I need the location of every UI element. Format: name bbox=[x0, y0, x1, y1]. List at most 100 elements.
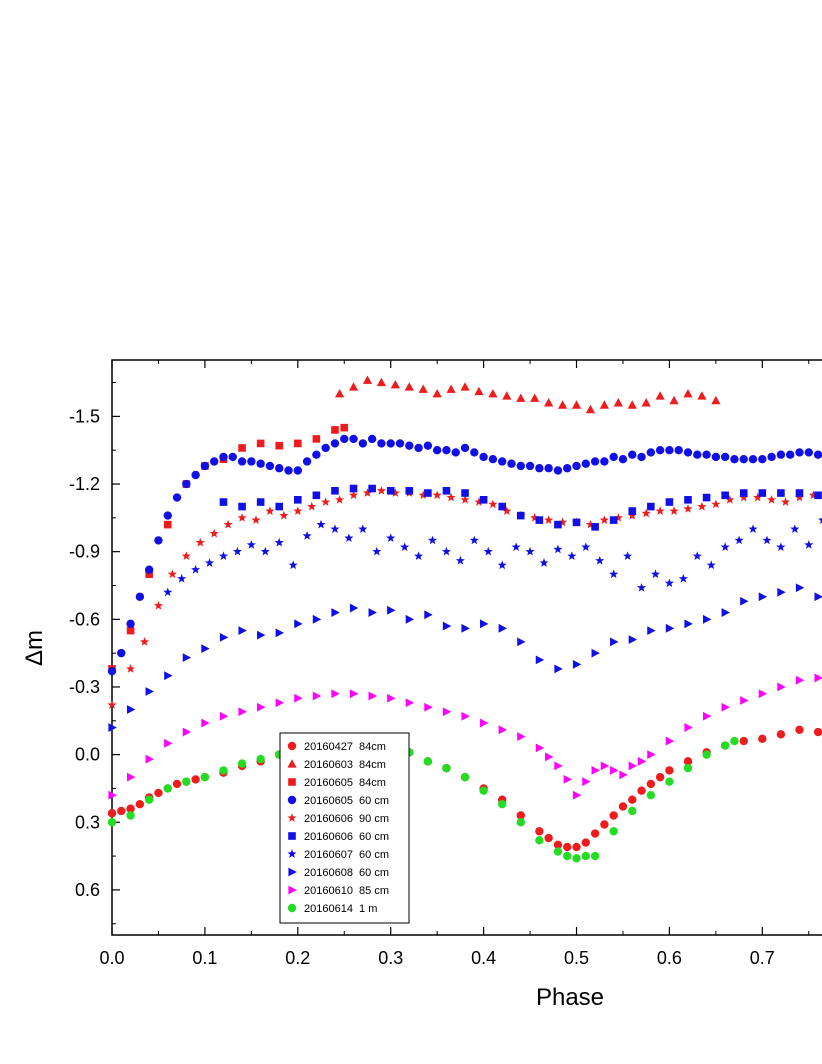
x-tick-label: 0.1 bbox=[192, 948, 217, 968]
series-6 bbox=[163, 517, 822, 597]
data-point bbox=[167, 569, 177, 579]
data-point bbox=[683, 763, 693, 773]
data-point bbox=[461, 623, 470, 633]
data-point bbox=[780, 497, 791, 506]
data-point bbox=[554, 761, 563, 771]
data-point bbox=[544, 515, 554, 524]
data-point bbox=[200, 461, 210, 471]
data-point bbox=[609, 569, 619, 579]
data-point bbox=[808, 490, 818, 500]
data-point bbox=[572, 842, 581, 852]
data-point bbox=[386, 486, 395, 495]
data-point bbox=[647, 750, 656, 760]
legend-marker bbox=[288, 832, 296, 840]
data-point bbox=[813, 450, 822, 459]
data-point bbox=[711, 452, 721, 462]
data-point bbox=[641, 398, 651, 407]
data-point bbox=[348, 490, 359, 500]
data-point bbox=[720, 452, 730, 462]
data-point bbox=[813, 727, 822, 737]
data-point bbox=[358, 439, 368, 448]
data-point bbox=[516, 511, 525, 520]
data-point bbox=[451, 448, 460, 457]
data-point bbox=[358, 524, 368, 533]
data-point bbox=[585, 519, 596, 529]
data-point bbox=[646, 790, 656, 800]
data-point bbox=[237, 513, 247, 522]
data-point bbox=[535, 836, 544, 845]
data-point bbox=[340, 434, 349, 444]
x-axis-title: Phase bbox=[536, 984, 604, 1011]
data-point bbox=[204, 558, 215, 567]
data-point bbox=[368, 691, 377, 701]
data-point bbox=[488, 499, 498, 509]
data-point bbox=[619, 770, 628, 780]
data-point bbox=[294, 693, 303, 703]
data-point bbox=[251, 515, 261, 524]
data-point bbox=[535, 655, 545, 665]
data-point bbox=[758, 455, 767, 464]
legend-marker bbox=[287, 849, 297, 858]
data-point bbox=[758, 592, 768, 602]
data-point bbox=[331, 608, 340, 617]
data-point bbox=[246, 540, 256, 549]
plot-frame bbox=[111, 359, 822, 936]
data-point bbox=[335, 495, 345, 504]
data-point bbox=[767, 452, 776, 462]
data-point bbox=[795, 725, 804, 735]
data-point bbox=[530, 513, 540, 522]
data-point bbox=[563, 851, 572, 861]
data-point bbox=[163, 511, 172, 520]
data-point bbox=[312, 450, 321, 459]
data-point bbox=[740, 596, 749, 606]
data-point bbox=[655, 445, 665, 455]
data-point bbox=[479, 452, 488, 462]
data-point bbox=[405, 486, 414, 495]
data-point bbox=[553, 466, 563, 475]
data-point bbox=[256, 439, 265, 448]
legend-marker bbox=[288, 885, 297, 895]
y-tick-label: 0.3 bbox=[75, 812, 100, 832]
data-point bbox=[414, 551, 424, 561]
data-point bbox=[553, 544, 563, 554]
data-point bbox=[257, 630, 266, 640]
data-point bbox=[177, 573, 187, 583]
data-point bbox=[683, 504, 693, 513]
data-point bbox=[257, 702, 266, 712]
data-point bbox=[507, 459, 516, 468]
data-point bbox=[702, 450, 711, 459]
data-point bbox=[126, 804, 135, 813]
data-point bbox=[219, 711, 229, 721]
data-point bbox=[702, 493, 711, 502]
data-point bbox=[469, 535, 479, 545]
data-point bbox=[581, 459, 591, 468]
y-tick-label: -1.2 bbox=[69, 474, 100, 494]
data-point bbox=[107, 818, 117, 827]
x-tick-label: 0.5 bbox=[564, 948, 589, 968]
data-point bbox=[511, 542, 521, 552]
legend-label: 20160605 60 cm bbox=[304, 795, 389, 807]
data-point bbox=[739, 492, 749, 502]
data-point bbox=[767, 495, 777, 504]
data-point bbox=[126, 705, 136, 714]
data-point bbox=[683, 757, 693, 766]
data-point bbox=[387, 605, 396, 615]
data-point bbox=[590, 457, 600, 466]
data-point bbox=[223, 519, 233, 529]
data-point bbox=[706, 560, 716, 570]
data-point bbox=[591, 523, 599, 531]
data-point bbox=[460, 495, 470, 504]
data-point bbox=[572, 461, 581, 471]
data-point bbox=[275, 698, 285, 708]
data-point bbox=[684, 723, 693, 732]
x-tick-label: 0.4 bbox=[471, 948, 496, 968]
data-point bbox=[785, 450, 795, 459]
data-point bbox=[376, 485, 386, 495]
data-point bbox=[461, 489, 469, 497]
data-point bbox=[312, 491, 321, 500]
data-point bbox=[517, 732, 526, 741]
series-7 bbox=[108, 583, 822, 732]
data-point bbox=[711, 499, 721, 509]
data-point bbox=[613, 398, 623, 407]
data-point bbox=[618, 455, 628, 464]
